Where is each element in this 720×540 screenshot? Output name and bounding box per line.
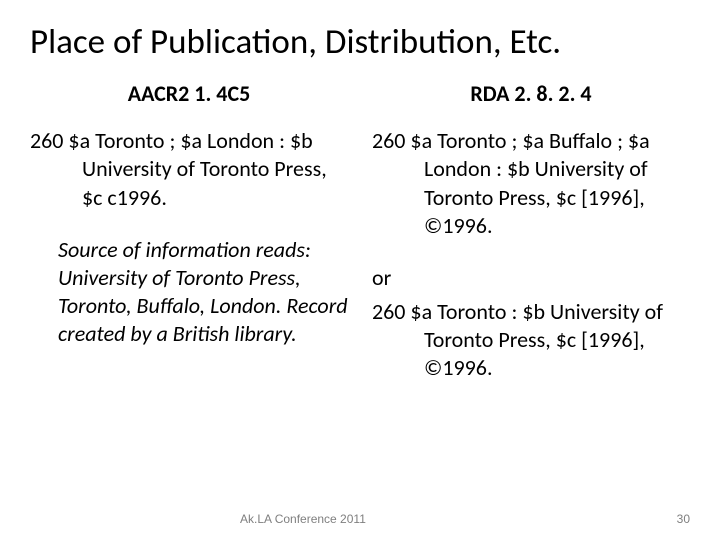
or-separator: or: [372, 264, 690, 292]
slide-footer: Ak.LA Conference 2011 30: [0, 512, 720, 526]
slide-title: Place of Publication, Distribution, Etc.: [30, 22, 690, 62]
left-record: 260 $a Toronto ; $a London : $b Universi…: [30, 127, 348, 211]
right-column-heading: RDA 2. 8. 2. 4: [372, 80, 690, 107]
left-note: Source of information reads: University …: [30, 236, 348, 349]
footer-page-number: 30: [677, 512, 690, 526]
right-column: RDA 2. 8. 2. 4 260 $a Toronto ; $a Buffa…: [372, 80, 690, 406]
slide: Place of Publication, Distribution, Etc.…: [0, 0, 720, 540]
left-column-heading: AACR2 1. 4C5: [30, 80, 348, 107]
right-record-2: 260 $a Toronto : $b University of Toront…: [372, 298, 690, 382]
footer-conference: Ak.LA Conference 2011: [240, 512, 366, 526]
right-record-1: 260 $a Toronto ; $a Buffalo ; $a London …: [372, 127, 690, 240]
left-note-rest: University of Toronto Press, Toronto, Bu…: [58, 264, 348, 347]
left-note-lead: Source of information reads:: [58, 236, 311, 263]
left-column: AACR2 1. 4C5 260 $a Toronto ; $a London …: [30, 80, 348, 406]
two-column-body: AACR2 1. 4C5 260 $a Toronto ; $a London …: [30, 80, 690, 406]
